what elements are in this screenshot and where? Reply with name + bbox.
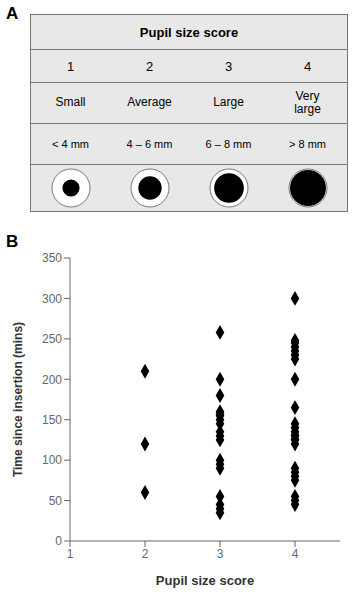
svg-text:1: 1 bbox=[67, 547, 74, 561]
html-text:Average: Average bbox=[127, 95, 172, 110]
svg-text:Pupil size score: Pupil size score bbox=[156, 573, 254, 588]
svg-text:2: 2 bbox=[142, 547, 149, 561]
html-text:Large: Large bbox=[213, 95, 244, 110]
html-text:Small: Small bbox=[55, 95, 86, 110]
svg-text:200: 200 bbox=[42, 373, 62, 387]
html-text:Very large: Very large bbox=[294, 88, 321, 116]
html-text:2: 2 bbox=[145, 58, 154, 74]
html-text:1: 1 bbox=[66, 58, 75, 74]
svg-text:250: 250 bbox=[42, 332, 62, 346]
html-text:3: 3 bbox=[224, 58, 233, 74]
svg-text:100: 100 bbox=[42, 453, 62, 467]
html-text:< 4 mm: < 4 mm bbox=[52, 138, 89, 150]
html-text:> 8 mm: > 8 mm bbox=[289, 138, 326, 150]
svg-text:300: 300 bbox=[42, 292, 62, 306]
html-text:A: A bbox=[6, 4, 19, 23]
html-text:B: B bbox=[6, 232, 19, 251]
svg-text:150: 150 bbox=[42, 413, 62, 427]
svg-text:4: 4 bbox=[292, 547, 299, 561]
html-text:6 – 8 mm: 6 – 8 mm bbox=[205, 138, 252, 150]
svg-text:Time since insertion (mins): Time since insertion (mins) bbox=[11, 322, 25, 477]
svg-text:50: 50 bbox=[49, 494, 63, 508]
svg-text:0: 0 bbox=[55, 534, 62, 548]
html-text:Pupil size score: Pupil size score bbox=[139, 24, 239, 40]
svg-text:3: 3 bbox=[217, 547, 224, 561]
svg-text:350: 350 bbox=[42, 251, 62, 265]
html-text:4: 4 bbox=[303, 58, 312, 74]
html-text:4 – 6 mm: 4 – 6 mm bbox=[126, 138, 173, 150]
